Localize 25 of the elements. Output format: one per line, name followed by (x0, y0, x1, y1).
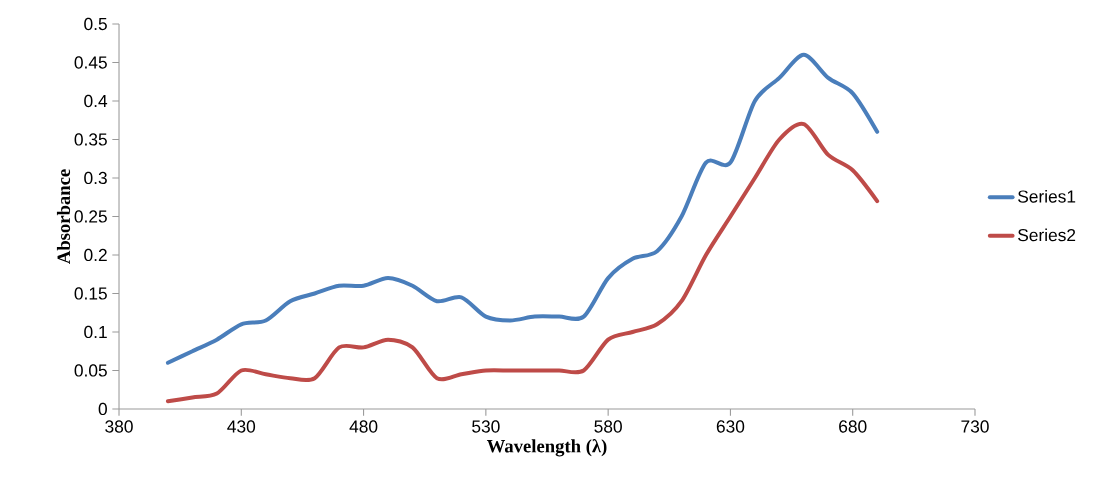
y-tick-label: 0.35 (74, 133, 107, 146)
line-series (165, 52, 880, 365)
y-tick-label: 0.1 (84, 325, 107, 339)
y-tick-label: 0.2 (84, 248, 107, 262)
y-tick-label: 0.4 (84, 94, 108, 108)
y-tick-label: 0.05 (74, 364, 107, 377)
line-series (165, 122, 880, 404)
y-tick-label: 0.25 (74, 210, 107, 223)
x-tick-label: 730 (961, 420, 989, 433)
x-tick-label: 530 (472, 420, 500, 433)
x-tick-label: 680 (839, 420, 867, 433)
y-tick-label: 0.15 (74, 287, 107, 300)
y-tick-label: 0 (98, 402, 107, 416)
x-tick-label: 430 (227, 420, 256, 433)
legend-label: Series2 (1018, 228, 1076, 242)
x-tick-label: 480 (349, 420, 378, 433)
x-axis-title: Wavelength (λ) (486, 439, 607, 457)
x-tick-label: 380 (105, 420, 133, 433)
legend-label: Series1 (1018, 189, 1076, 203)
x-tick-label: 580 (594, 420, 622, 433)
y-tick-label: 0.45 (74, 56, 107, 69)
y-axis-title: Absorbance (56, 169, 71, 265)
y-tick-label: 0.3 (84, 171, 107, 185)
x-tick-label: 630 (716, 420, 745, 433)
y-tick-label: 0.5 (84, 17, 107, 31)
